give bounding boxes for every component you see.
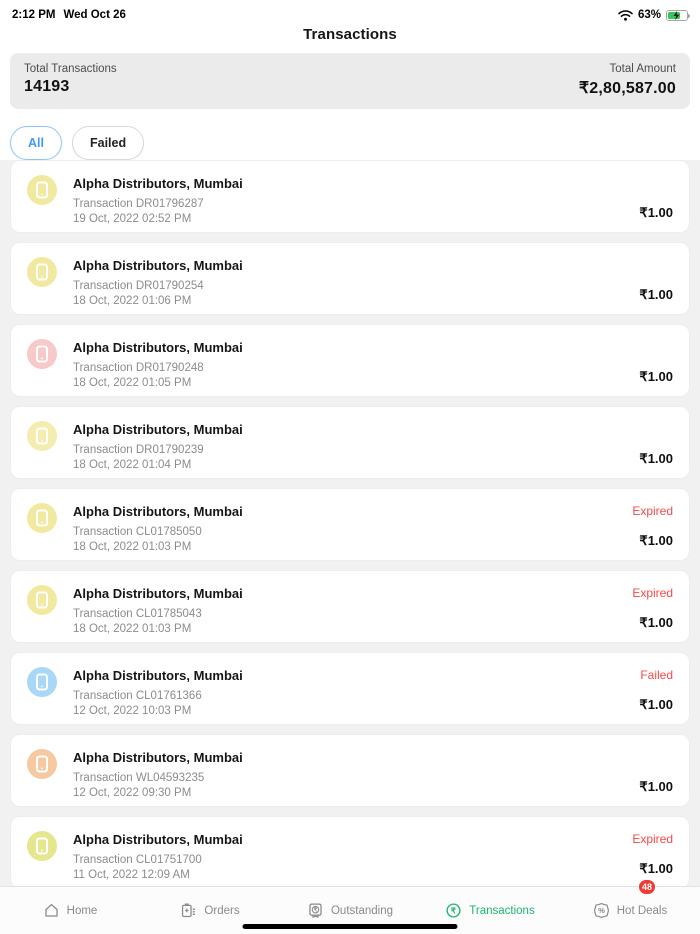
transaction-ref: Transaction DR01796287 — [73, 198, 204, 210]
transaction-datetime: 18 Oct, 2022 01:05 PM — [73, 377, 192, 389]
transaction-type-icon — [27, 585, 57, 615]
home-icon — [43, 902, 60, 919]
tab-outstanding[interactable]: ₹ Outstanding — [280, 887, 420, 934]
hot-deals-badge: 48 — [637, 879, 656, 895]
merchant-name: Alpha Distributors, Mumbai — [73, 258, 243, 273]
tab-label: Hot Deals — [616, 904, 668, 917]
transaction-ref: Transaction CL01785043 — [73, 608, 202, 620]
merchant-name: Alpha Distributors, Mumbai — [73, 832, 243, 847]
filter-chip-all[interactable]: All — [10, 126, 62, 160]
transaction-ref: Transaction CL01785050 — [73, 526, 202, 538]
page-title: Transactions — [303, 26, 397, 43]
transaction-type-icon — [27, 257, 57, 287]
charging-bolt-icon — [673, 11, 680, 23]
tab-hot-deals[interactable]: % Hot Deals 48 — [560, 879, 700, 934]
transaction-ref: Transaction CL01751700 — [73, 854, 202, 866]
transaction-amount: ₹1.00 — [639, 369, 673, 384]
outstanding-icon: ₹ — [307, 902, 324, 919]
tab-label: Outstanding — [330, 904, 393, 917]
merchant-name: Alpha Distributors, Mumbai — [73, 750, 243, 765]
tab-home[interactable]: Home — [0, 887, 140, 934]
transaction-type-icon — [27, 831, 57, 861]
transaction-row[interactable]: Alpha Distributors, Mumbai Transaction D… — [10, 160, 690, 233]
summary-card: Total Transactions 14193 Total Amount ₹2… — [10, 53, 690, 109]
total-transactions-label: Total Transactions — [24, 63, 117, 75]
transaction-ref: Transaction CL01761366 — [73, 690, 202, 702]
total-transactions-value: 14193 — [24, 78, 70, 95]
wifi-icon — [618, 9, 633, 21]
transaction-datetime: 12 Oct, 2022 10:03 PM — [73, 705, 192, 717]
merchant-name: Alpha Distributors, Mumbai — [73, 504, 243, 519]
merchant-name: Alpha Distributors, Mumbai — [73, 422, 243, 437]
transaction-row[interactable]: Alpha Distributors, Mumbai Transaction C… — [10, 816, 690, 886]
tab-transactions[interactable]: ₹ Transactions — [420, 887, 560, 934]
merchant-name: Alpha Distributors, Mumbai — [73, 668, 243, 683]
transaction-amount: ₹1.00 — [639, 697, 673, 712]
transaction-datetime: 18 Oct, 2022 01:06 PM — [73, 295, 192, 307]
transaction-amount: ₹1.00 — [639, 533, 673, 548]
filter-row: All Failed — [10, 126, 690, 160]
transaction-datetime: 11 Oct, 2022 12:09 AM — [73, 869, 190, 881]
transaction-row[interactable]: Alpha Distributors, Mumbai Transaction D… — [10, 242, 690, 315]
merchant-name: Alpha Distributors, Mumbai — [73, 586, 243, 601]
orders-icon — [180, 902, 197, 919]
tab-orders[interactable]: Orders — [140, 887, 280, 934]
transaction-type-icon — [27, 339, 57, 369]
transaction-row[interactable]: Alpha Distributors, Mumbai Transaction C… — [10, 488, 690, 561]
transaction-list: Alpha Distributors, Mumbai Transaction D… — [0, 160, 700, 886]
transaction-type-icon — [27, 503, 57, 533]
transaction-status: Expired — [632, 504, 673, 518]
transaction-status: Expired — [632, 832, 673, 846]
transaction-ref: Transaction WL04593235 — [73, 772, 205, 784]
transaction-amount: ₹1.00 — [639, 779, 673, 794]
svg-text:₹: ₹ — [451, 906, 456, 915]
battery-percent-label: 63% — [637, 9, 661, 21]
transaction-ref: Transaction DR01790239 — [73, 444, 204, 456]
merchant-name: Alpha Distributors, Mumbai — [73, 176, 243, 191]
transaction-type-icon — [27, 667, 57, 697]
transaction-row[interactable]: Alpha Distributors, Mumbai Transaction D… — [10, 406, 690, 479]
transaction-ref: Transaction DR01790254 — [73, 280, 204, 292]
transaction-type-icon — [27, 749, 57, 779]
filter-chip-failed[interactable]: Failed — [71, 126, 145, 160]
transaction-row[interactable]: Alpha Distributors, Mumbai Transaction C… — [10, 652, 690, 725]
transaction-datetime: 18 Oct, 2022 01:03 PM — [73, 623, 192, 635]
transaction-datetime: 18 Oct, 2022 01:03 PM — [73, 541, 192, 553]
status-bar: 2:12 PM Wed Oct 26 63% — [0, 0, 700, 24]
transaction-row[interactable]: Alpha Distributors, Mumbai Transaction D… — [10, 324, 690, 397]
transaction-datetime: 19 Oct, 2022 02:52 PM — [73, 213, 192, 225]
total-amount-value: ₹2,80,587.00 — [578, 80, 676, 97]
tab-label: Transactions — [469, 904, 535, 917]
svg-text:₹: ₹ — [314, 907, 318, 914]
transaction-type-icon — [27, 175, 57, 205]
hot-deals-icon: % — [593, 902, 610, 919]
transaction-type-icon — [27, 421, 57, 451]
battery-icon — [666, 9, 690, 23]
svg-text:%: % — [598, 906, 605, 915]
merchant-name: Alpha Distributors, Mumbai — [73, 340, 243, 355]
status-date: Wed Oct 26 — [63, 9, 126, 21]
transaction-amount: ₹1.00 — [639, 205, 673, 220]
transaction-ref: Transaction DR01790248 — [73, 362, 204, 374]
transaction-row[interactable]: Alpha Distributors, Mumbai Transaction C… — [10, 570, 690, 643]
tab-label: Orders — [204, 904, 240, 917]
transaction-datetime: 18 Oct, 2022 01:04 PM — [73, 459, 192, 471]
transaction-amount: ₹1.00 — [639, 615, 673, 630]
transaction-amount: ₹1.00 — [639, 451, 673, 466]
status-time: 2:12 PM — [12, 9, 56, 21]
transaction-status: Failed — [640, 668, 673, 682]
total-amount-label: Total Amount — [609, 63, 676, 75]
transaction-amount: ₹1.00 — [639, 287, 673, 302]
transaction-row[interactable]: Alpha Distributors, Mumbai Transaction W… — [10, 734, 690, 807]
transaction-status: Expired — [632, 586, 673, 600]
tab-label: Home — [66, 904, 98, 917]
transaction-datetime: 12 Oct, 2022 09:30 PM — [73, 787, 192, 799]
transactions-icon: ₹ — [445, 902, 462, 919]
transaction-amount: ₹1.00 — [639, 861, 673, 876]
home-indicator[interactable] — [242, 924, 458, 929]
